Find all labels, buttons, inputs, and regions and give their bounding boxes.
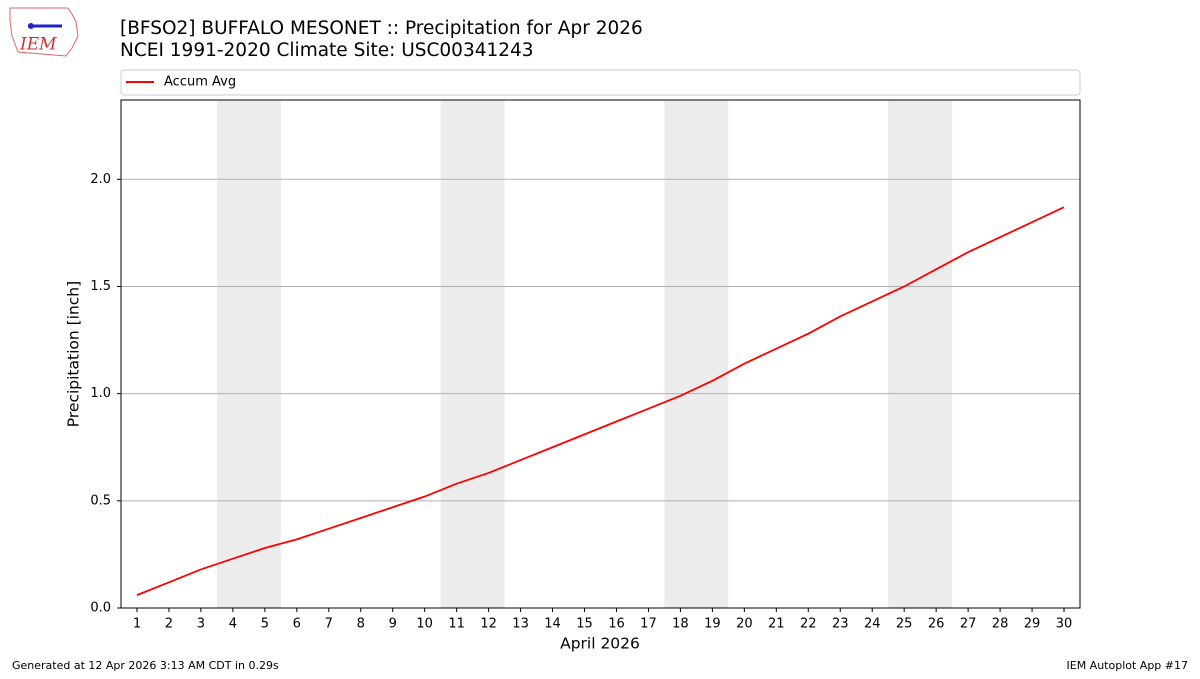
x-tick-label: 15 [576, 617, 593, 632]
data-line [136, 206, 1065, 596]
x-tick-label: 10 [416, 617, 433, 632]
x-tick-label: 3 [197, 617, 205, 632]
x-tick-label: 25 [896, 617, 913, 632]
x-tick-label: 30 [1056, 617, 1073, 632]
x-tick-label: 21 [768, 617, 785, 632]
footer-right: IEM Autoplot App #17 [1067, 659, 1189, 672]
y-tick-label: 1.5 [90, 279, 111, 294]
weekend-shade [888, 100, 953, 608]
x-tick-label: 7 [325, 617, 333, 632]
x-tick-label: 12 [480, 617, 497, 632]
x-tick-label: 6 [293, 617, 301, 632]
x-tick-label: 24 [864, 617, 881, 632]
x-tick-label: 19 [704, 617, 721, 632]
x-tick-label: 23 [832, 617, 849, 632]
x-tick-label: 4 [229, 617, 237, 632]
x-tick-label: 22 [800, 617, 817, 632]
x-tick-label: 2 [165, 617, 173, 632]
x-axis-label: April 2026 [560, 635, 640, 653]
y-tick-label: 1.0 [90, 386, 111, 401]
legend-box [120, 69, 1081, 96]
y-tick-label: 0.0 [90, 601, 111, 616]
x-tick-label: 13 [512, 617, 529, 632]
x-tick-label: 29 [1024, 617, 1041, 632]
chart-title: [BFSO2] BUFFALO MESONET :: Precipitation… [120, 18, 643, 39]
x-tick-label: 26 [928, 617, 945, 632]
weekend-shade [440, 100, 505, 608]
x-tick-label: 9 [389, 617, 397, 632]
x-tick-label: 8 [357, 617, 365, 632]
x-tick-label: 5 [261, 617, 269, 632]
x-tick-label: 17 [640, 617, 657, 632]
y-axis-label: Precipitation [inch] [65, 281, 83, 427]
x-tick-label: 20 [736, 617, 753, 632]
x-tick-label: 18 [672, 617, 689, 632]
legend-label: Accum Avg [164, 75, 236, 90]
x-tick-label: 11 [448, 617, 465, 632]
chart-subtitle: NCEI 1991-2020 Climate Site: USC00341243 [120, 40, 534, 61]
y-tick-label: 2.0 [90, 172, 111, 187]
x-tick-label: 14 [544, 617, 561, 632]
logo-text: IEM [19, 35, 57, 55]
footer-left: Generated at 12 Apr 2026 3:13 AM CDT in … [12, 659, 279, 672]
weekend-shade [664, 100, 729, 608]
y-tick-label: 0.5 [90, 493, 111, 508]
plot-frame [120, 99, 1081, 609]
x-tick-label: 27 [960, 617, 977, 632]
x-tick-label: 28 [992, 617, 1009, 632]
x-tick-label: 1 [133, 617, 141, 632]
logo: IEM [9, 7, 79, 57]
weekend-shade [216, 100, 281, 608]
x-tick-label: 16 [608, 617, 625, 632]
